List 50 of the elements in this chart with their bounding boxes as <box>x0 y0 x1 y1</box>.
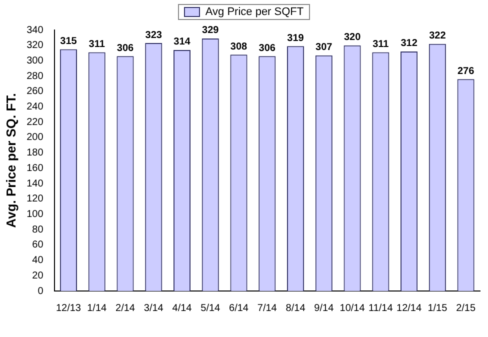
x-tick-label: 2/14 <box>116 302 136 314</box>
data-label: 306 <box>258 42 276 54</box>
data-label: 276 <box>457 66 475 77</box>
x-tick-label: 10/14 <box>340 302 366 314</box>
data-label: 315 <box>60 36 78 47</box>
data-label: 323 <box>145 30 162 41</box>
x-tick-label: 2/15 <box>456 302 476 314</box>
data-label: 322 <box>429 30 446 42</box>
data-label: 308 <box>230 41 248 52</box>
data-label: 319 <box>287 32 304 44</box>
y-tick-label: 80 <box>32 224 44 236</box>
data-label: 311 <box>88 39 106 50</box>
y-tick-label: 180 <box>26 148 44 159</box>
y-axis-title: Avg. Price per SQ. FT. <box>3 93 18 228</box>
data-label: 312 <box>400 38 418 50</box>
data-label: 329 <box>202 25 220 36</box>
y-tick-label: 320 <box>26 40 44 52</box>
x-tick-label: 1/15 <box>428 302 448 314</box>
x-tick-label: 6/14 <box>229 302 249 314</box>
y-tick-label: 240 <box>26 102 44 113</box>
x-tick-label: 11/14 <box>368 302 394 314</box>
data-label: 320 <box>344 32 362 44</box>
data-label: 311 <box>372 39 390 50</box>
y-tick-label: 100 <box>26 208 44 220</box>
y-tick-label: 300 <box>26 55 44 66</box>
x-tick-label: 3/14 <box>144 302 164 314</box>
y-tick-label: 220 <box>26 116 44 128</box>
x-tick-label: 8/14 <box>286 302 306 314</box>
x-tick-label: 7/14 <box>257 302 278 314</box>
data-label: 314 <box>174 36 191 48</box>
y-tick-label: 140 <box>26 178 44 190</box>
x-tick-label: 9/14 <box>314 302 334 314</box>
x-tick-label: 12/14 <box>396 302 422 314</box>
y-tick-label: 260 <box>26 86 44 98</box>
y-tick-label: 200 <box>26 132 44 144</box>
x-tick-label: 4/14 <box>172 302 192 314</box>
y-tick-label: 340 <box>26 24 44 36</box>
series-label: Avg Price per SQFT <box>205 6 304 18</box>
x-tick-label: 1/14 <box>87 302 108 314</box>
x-tick-label: 5/14 <box>200 302 221 314</box>
y-tick-label: 160 <box>26 162 44 174</box>
y-tick-label: 40 <box>32 255 44 266</box>
y-tick-label: 280 <box>26 70 44 82</box>
y-tick-label: 120 <box>26 194 44 205</box>
data-label: 306 <box>116 42 134 54</box>
y-tick-label: 60 <box>32 240 44 251</box>
y-tick-label: 0 <box>38 286 44 297</box>
y-tick-label: 20 <box>32 270 44 282</box>
data-label: 307 <box>316 42 333 54</box>
x-tick-label: 12/13 <box>56 302 82 314</box>
